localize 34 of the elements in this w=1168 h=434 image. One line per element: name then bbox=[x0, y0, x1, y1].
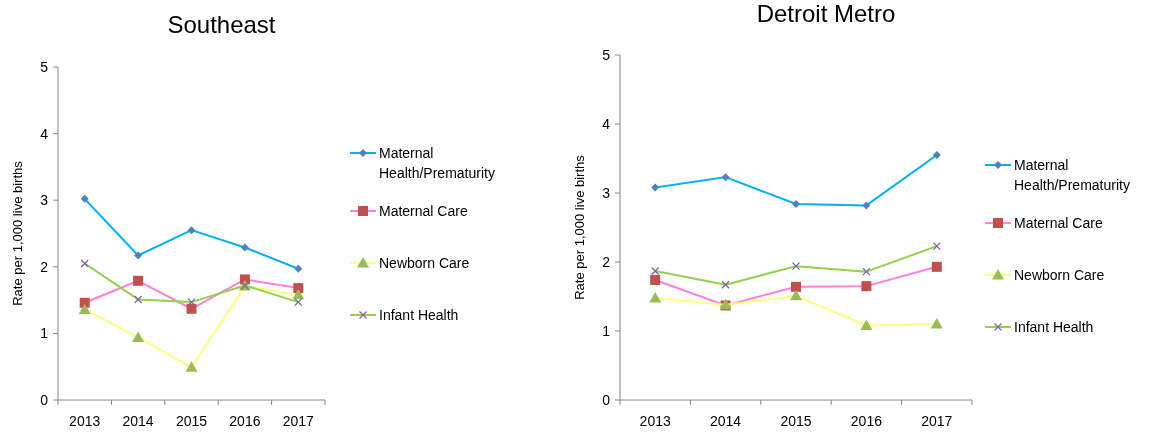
x-tick-label: 2015 bbox=[175, 413, 208, 429]
legend-label: Newborn Care bbox=[1014, 266, 1105, 283]
x-tick-label: 2013 bbox=[639, 413, 671, 429]
y-tick-label: 1 bbox=[602, 322, 611, 339]
y-tick-label: 5 bbox=[602, 46, 611, 63]
x-tick-label: 2014 bbox=[710, 413, 742, 429]
y-tick-label: 0 bbox=[40, 391, 49, 408]
legend-label: Maternal Health/Prematurity bbox=[1014, 156, 1130, 193]
y-tick-label: 0 bbox=[602, 391, 611, 408]
x-tick-label: 2017 bbox=[282, 413, 315, 429]
x-tick-label: 2016 bbox=[850, 413, 883, 429]
y-tick-label: 3 bbox=[40, 192, 49, 209]
x-tick-label: 2014 bbox=[122, 413, 154, 429]
legend-label: Newborn Care bbox=[379, 254, 470, 271]
y-tick-label: 3 bbox=[602, 184, 611, 201]
y-tick-label: 4 bbox=[602, 115, 611, 132]
chart-title: Detroit Metro bbox=[756, 0, 896, 27]
y-tick-label: 2 bbox=[602, 253, 611, 270]
y-tick-label: 4 bbox=[40, 125, 49, 142]
y-tick-label: 2 bbox=[40, 258, 49, 275]
legend-label: Maternal Health/Prematurity bbox=[379, 144, 495, 181]
x-tick-label: 2016 bbox=[229, 413, 261, 429]
legend-label: Maternal Care bbox=[379, 202, 468, 219]
y-axis-title: Rate per 1,000 live births bbox=[572, 154, 587, 300]
x-tick-label: 2013 bbox=[69, 413, 101, 429]
chart-title: Southeast bbox=[167, 11, 276, 38]
legend-label: Infant Health bbox=[379, 306, 459, 323]
x-tick-label: 2017 bbox=[921, 413, 953, 429]
legend-label: Maternal Care bbox=[1014, 214, 1103, 231]
y-tick-label: 1 bbox=[40, 325, 49, 342]
legend-label: Infant Health bbox=[1014, 318, 1094, 335]
x-tick-label: 2015 bbox=[780, 413, 812, 429]
y-axis-title: Rate per 1,000 live births bbox=[10, 160, 25, 306]
y-tick-label: 5 bbox=[40, 58, 49, 75]
